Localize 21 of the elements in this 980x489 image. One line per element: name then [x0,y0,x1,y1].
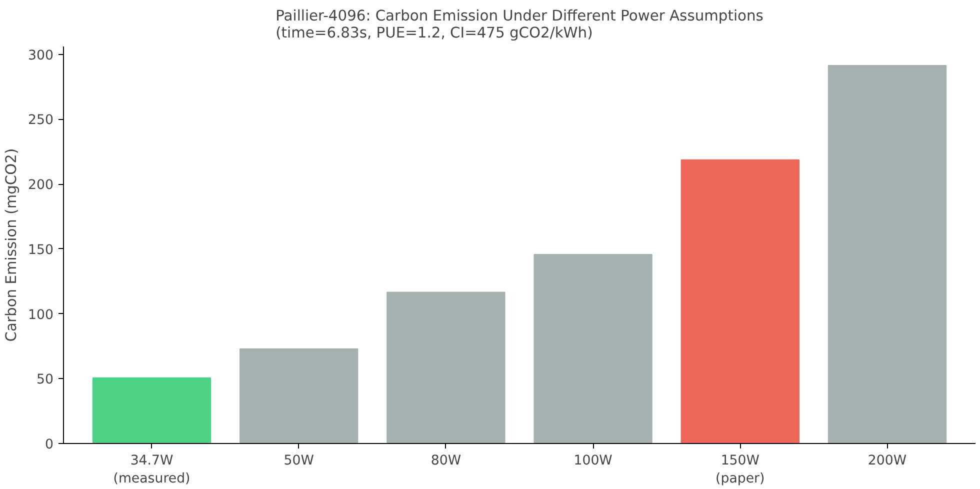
y-tick-label: 100 [28,308,54,323]
bar [386,292,506,444]
x-tick-label: 150W (paper) [716,454,765,486]
y-tick-label: 0 [45,438,54,452]
y-tick-label: 150 [28,242,54,258]
x-tick-label: 100W [574,454,612,468]
bar [240,348,358,444]
x-tick-label: 80W [430,454,462,468]
x-tick-label: 200W [868,454,907,468]
bar [828,64,947,444]
bar [534,254,652,444]
y-tick-label: 250 [28,113,54,128]
x-tick-label: 34.7W (measured) [113,454,190,486]
y-tick-label: 300 [28,48,54,64]
x-tick-label: 50W [284,454,314,468]
y-tick-label: 200 [28,178,54,194]
bar [680,159,800,444]
y-axis-title: Carbon Emission (mgCO2) [3,148,20,342]
bar [92,377,212,444]
y-tick-label: 50 [36,372,54,388]
chart-title: Paillier-4096: Carbon Emission Under Different Power Assumptions (time=6.83s, PUE=1.2, CI=475 gCO2/kWh) [276,8,764,42]
